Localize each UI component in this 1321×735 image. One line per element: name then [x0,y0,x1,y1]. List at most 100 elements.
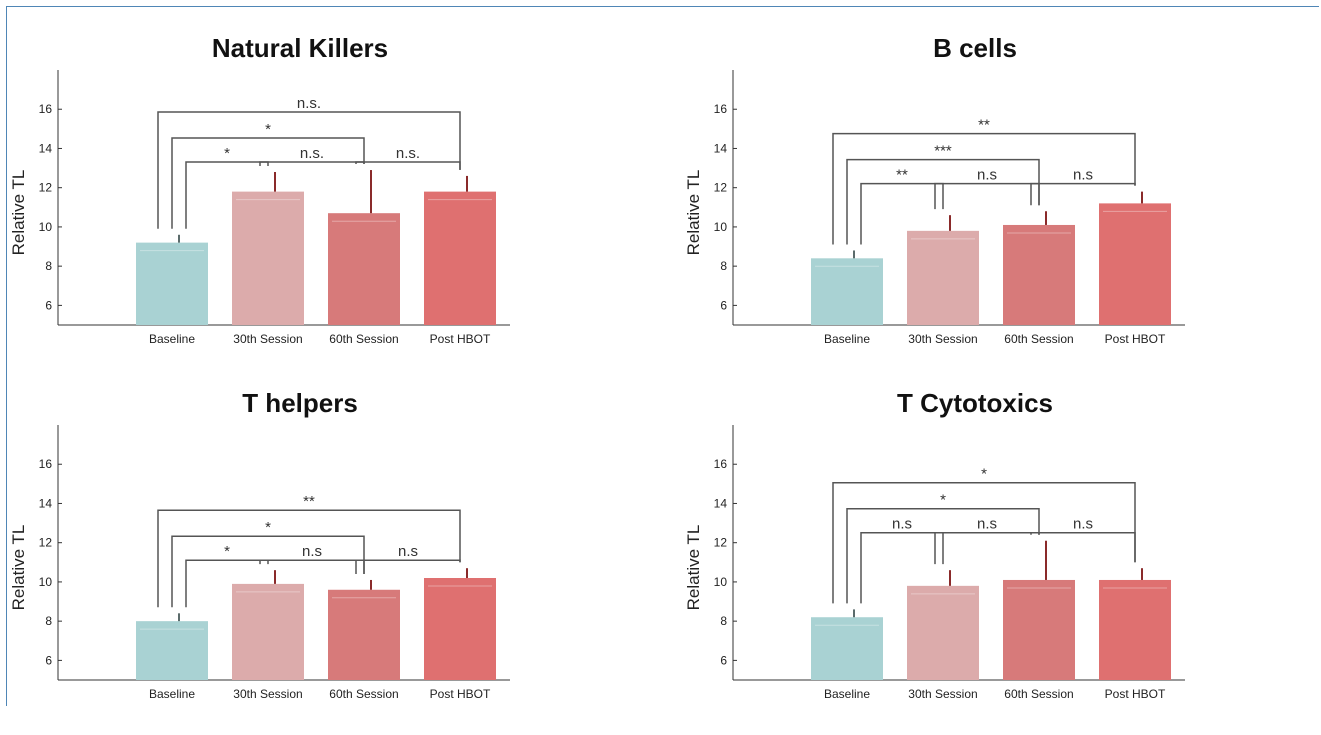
y-tick-label: 8 [720,614,727,628]
significance-bracket [832,481,1136,604]
x-tick-label: 60th Session [329,687,398,701]
significance-bracket [846,507,1040,604]
x-tick-label: Post HBOT [430,332,491,346]
significance-bracket [185,161,269,229]
x-tick-label: 30th Session [908,687,977,701]
bar-30th-session [232,191,304,325]
x-tick-label: Post HBOT [430,687,491,701]
significance-bracket [1030,531,1136,563]
chart-panel-b-cells: B cells Relative TL 6 8 10 12 14 16 Baseline 30th… [675,30,1315,380]
x-tick-label: Post HBOT [1105,687,1166,701]
significance-label: * [224,543,230,560]
y-tick-label: 6 [45,298,52,312]
y-tick-label: 10 [39,575,53,589]
significance-label: n.s [977,167,997,184]
significance-bracket [860,531,944,604]
significance-bracket [171,535,365,608]
y-tick-label: 6 [720,653,727,667]
bar-30th-session [907,585,979,680]
chart-svg: B cells Relative TL 6 8 10 12 14 16 Baseline 30th… [684,33,1185,346]
chart-svg: T Cytotoxics Relative TL 6 8 10 12 14 16 Baselin… [684,388,1185,701]
bar-baseline [811,258,883,325]
bar-30th-session [907,230,979,325]
chart-panel-natural-killers: Natural Killers Relative TL 6 8 10 12 14 16 Base… [0,30,640,380]
significance-label: * [265,121,271,138]
chart-svg: T helpers Relative TL 6 8 10 12 14 16 Baseline 30… [9,388,510,701]
bar-60th-session [1003,579,1075,680]
significance-label: n.s [398,543,418,560]
x-tick-label: Post HBOT [1105,332,1166,346]
y-axis-label: Relative TL [9,170,28,256]
y-tick-label: 12 [714,536,728,550]
y-axis-label: Relative TL [684,525,703,611]
x-tick-label: 30th Session [233,332,302,346]
significance-bracket [934,182,1040,210]
x-tick-label: 60th Session [1004,687,1073,701]
x-tick-label: 60th Session [1004,332,1073,346]
y-tick-label: 6 [45,653,52,667]
y-tick-label: 16 [39,102,53,116]
significance-label: n.s. [297,95,321,112]
significance-label: * [981,466,987,483]
x-tick-label: Baseline [824,332,870,346]
x-tick-label: 60th Session [329,332,398,346]
significance-label: ** [978,117,990,134]
x-tick-label: 30th Session [233,687,302,701]
y-tick-label: 16 [714,102,728,116]
chart-panel-t-helpers: T helpers Relative TL 6 8 10 12 14 16 Baseline 30… [0,385,640,735]
chart-title: T Cytotoxics [897,388,1053,418]
significance-bracket [1030,182,1136,206]
significance-label: ** [896,167,908,184]
y-tick-label: 8 [720,259,727,273]
figure-frame [6,6,1319,706]
significance-bracket [934,531,1040,565]
significance-label: n.s [1073,516,1093,533]
significance-label: n.s. [396,145,420,162]
significance-bracket [355,559,461,574]
y-tick-label: 16 [39,457,53,471]
significance-bracket [171,137,365,229]
chart-title: B cells [933,33,1017,63]
y-tick-label: 10 [39,220,53,234]
bar-post-hbot [424,191,496,325]
x-tick-label: Baseline [149,687,195,701]
significance-label: * [224,145,230,162]
y-tick-label: 12 [39,536,53,550]
x-tick-label: 30th Session [908,332,977,346]
significance-label: n.s [1073,167,1093,184]
significance-label: ** [303,493,315,510]
y-tick-label: 10 [714,575,728,589]
chart-title: Natural Killers [212,33,388,63]
x-tick-label: Baseline [824,687,870,701]
significance-bracket [157,509,461,608]
bar-baseline [136,242,208,325]
y-tick-label: 8 [45,614,52,628]
significance-label: n.s. [300,145,324,162]
bar-post-hbot [424,578,496,680]
x-tick-label: Baseline [149,332,195,346]
y-tick-label: 14 [714,141,728,155]
y-tick-label: 12 [714,181,728,195]
y-tick-label: 10 [714,220,728,234]
bar-60th-session [328,213,400,325]
significance-bracket [259,559,365,574]
bar-baseline [811,617,883,680]
bar-post-hbot [1099,579,1171,680]
bar-post-hbot [1099,203,1171,325]
y-tick-label: 14 [714,496,728,510]
significance-bracket [355,161,461,170]
bar-60th-session [328,589,400,680]
y-tick-label: 12 [39,181,53,195]
significance-label: * [940,492,946,509]
chart-panel-t-cytotoxics: T Cytotoxics Relative TL 6 8 10 12 14 16 Baselin… [675,385,1315,735]
significance-label: *** [934,143,952,160]
y-tick-label: 14 [39,496,53,510]
significance-bracket [157,111,461,229]
y-tick-label: 14 [39,141,53,155]
significance-label: n.s [892,516,912,533]
chart-title: T helpers [242,388,358,418]
significance-bracket [185,559,269,608]
bar-30th-session [232,583,304,680]
significance-bracket [846,158,1040,245]
y-axis-label: Relative TL [9,525,28,611]
